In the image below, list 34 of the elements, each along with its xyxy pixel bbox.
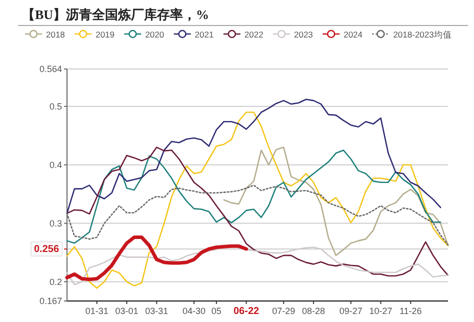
- x-tick-label: 03-01: [115, 306, 138, 316]
- legend-label: 2018: [46, 30, 66, 40]
- y-tick-label: 0.3: [49, 218, 62, 228]
- x-tick-label: 01-31: [85, 306, 108, 316]
- y-tick-label: 0.256: [34, 244, 60, 256]
- x-tick-label: 05: [211, 306, 222, 316]
- legend-label: 2019: [96, 30, 115, 40]
- line-series: [66, 112, 449, 289]
- line-series: [66, 146, 449, 277]
- y-tick-label: 0.4: [49, 160, 62, 170]
- line-series: [66, 244, 449, 286]
- legend-label: 2018-2023均值: [393, 30, 452, 40]
- y-tick-label: 0.2: [49, 276, 62, 287]
- x-tick-label: 04-30: [182, 306, 206, 316]
- x-tick-label: 06-22: [234, 306, 260, 317]
- x-tick-label: 08-28: [302, 306, 326, 316]
- y-tick-label: 0.167: [39, 296, 62, 306]
- line-series: [223, 146, 449, 256]
- legend-label: 2021: [194, 30, 214, 40]
- chart-title: 【BU】沥青全国炼厂库存率，%: [22, 7, 210, 22]
- legend-label: 2023: [294, 30, 314, 40]
- x-tick-label: 07-29: [272, 306, 296, 316]
- y-tick-label: 0.5: [49, 102, 62, 112]
- x-tick-label: 03-31: [145, 306, 168, 316]
- line-series: [66, 150, 442, 244]
- line-series: [65, 236, 248, 282]
- x-tick-label: 10-27: [369, 306, 392, 316]
- x-tick-label: 11-26: [399, 306, 422, 316]
- line-series: [66, 98, 442, 214]
- legend-label: 2020: [145, 30, 164, 40]
- legend-label: 2024: [344, 30, 363, 40]
- y-tick-label: 0.564: [39, 64, 62, 74]
- x-tick-label: 09-27: [339, 306, 362, 316]
- legend-label: 2022: [244, 30, 264, 40]
